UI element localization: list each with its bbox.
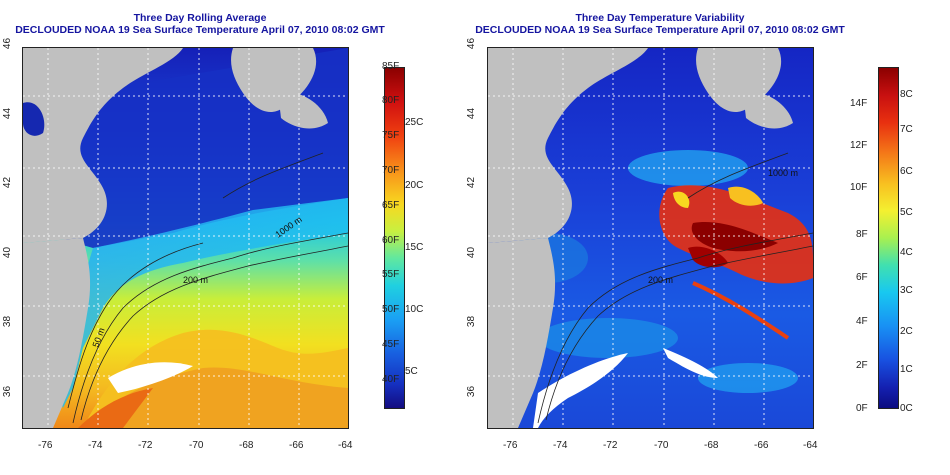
lon-tick: -68 bbox=[239, 440, 254, 451]
cb-label-c: 1C bbox=[900, 364, 913, 375]
lon-tick: -64 bbox=[338, 440, 353, 451]
lon-tick: -68 bbox=[704, 440, 719, 451]
lat-tick: 40 bbox=[2, 246, 14, 259]
left-temperature-colorbar bbox=[384, 67, 405, 409]
cb-label-f: 12F bbox=[850, 140, 868, 151]
cb-label-c: 5C bbox=[900, 207, 913, 218]
cb-label-f: 75F bbox=[382, 130, 400, 141]
cb-label-f: 10F bbox=[850, 182, 868, 193]
lat-tick: 36 bbox=[466, 385, 478, 398]
lon-tick: -70 bbox=[189, 440, 204, 451]
lat-tick: 38 bbox=[2, 315, 14, 328]
right-contour-label-1000m: 1000 m bbox=[768, 168, 798, 178]
cb-label-c: 25C bbox=[405, 117, 424, 128]
cb-label-f: 70F bbox=[382, 165, 400, 176]
cb-label-c: 4C bbox=[900, 247, 913, 258]
cb-label-c: 2C bbox=[900, 326, 913, 337]
lon-tick: -70 bbox=[654, 440, 669, 451]
left-sst-map: 200 m 1000 m 50 m bbox=[22, 47, 349, 429]
cb-label-c: 8C bbox=[900, 89, 913, 100]
cb-label-c: 20C bbox=[405, 180, 424, 191]
lat-tick: 42 bbox=[2, 176, 14, 189]
lat-tick: 42 bbox=[466, 176, 478, 189]
cb-label-c: 0C bbox=[900, 403, 913, 414]
cb-label-c: 3C bbox=[900, 285, 913, 296]
cb-label-f: 8F bbox=[856, 229, 868, 240]
left-title: Three Day Rolling Average bbox=[133, 12, 267, 24]
cb-label-f: 85F bbox=[382, 61, 400, 72]
cb-label-f: 50F bbox=[382, 304, 400, 315]
cb-label-f: 6F bbox=[856, 272, 868, 283]
right-variability-colorbar bbox=[878, 67, 899, 409]
cb-label-c: 7C bbox=[900, 124, 913, 135]
cb-label-f: 4F bbox=[856, 316, 868, 327]
lat-tick: 44 bbox=[2, 107, 14, 120]
cb-label-c: 6C bbox=[900, 166, 913, 177]
left-subtitle: DECLOUDED NOAA 19 Sea Surface Temperatur… bbox=[15, 24, 385, 36]
cb-label-f: 55F bbox=[382, 269, 400, 280]
lon-tick: -64 bbox=[803, 440, 818, 451]
lat-tick: 40 bbox=[466, 246, 478, 259]
lon-tick: -66 bbox=[289, 440, 304, 451]
right-subtitle: DECLOUDED NOAA 19 Sea Surface Temperatur… bbox=[475, 24, 845, 36]
lon-tick: -76 bbox=[503, 440, 518, 451]
lat-tick: 36 bbox=[2, 385, 14, 398]
lat-tick: 38 bbox=[466, 315, 478, 328]
lon-tick: -66 bbox=[754, 440, 769, 451]
lon-tick: -76 bbox=[38, 440, 53, 451]
lon-tick: -72 bbox=[138, 440, 153, 451]
cb-label-c: 5C bbox=[405, 366, 418, 377]
cb-label-f: 0F bbox=[856, 403, 868, 414]
lon-tick: -74 bbox=[553, 440, 568, 451]
cb-label-f: 14F bbox=[850, 98, 868, 109]
lon-tick: -74 bbox=[88, 440, 103, 451]
lat-tick: 46 bbox=[2, 37, 14, 50]
cb-label-c: 15C bbox=[405, 242, 424, 253]
lat-tick: 44 bbox=[466, 107, 478, 120]
right-title: Three Day Temperature Variability bbox=[575, 12, 745, 24]
cb-label-c: 10C bbox=[405, 304, 424, 315]
cb-label-f: 60F bbox=[382, 235, 400, 246]
left-contour-label-200m: 200 m bbox=[183, 275, 208, 285]
cb-label-f: 65F bbox=[382, 200, 400, 211]
cb-label-f: 80F bbox=[382, 95, 400, 106]
cb-label-f: 40F bbox=[382, 374, 400, 385]
lon-tick: -72 bbox=[603, 440, 618, 451]
right-contour-label-200m: 200 m bbox=[648, 275, 673, 285]
cb-label-f: 2F bbox=[856, 360, 868, 371]
cb-label-f: 45F bbox=[382, 339, 400, 350]
right-variability-map: 200 m 1000 m bbox=[487, 47, 814, 429]
lat-tick: 46 bbox=[466, 37, 478, 50]
